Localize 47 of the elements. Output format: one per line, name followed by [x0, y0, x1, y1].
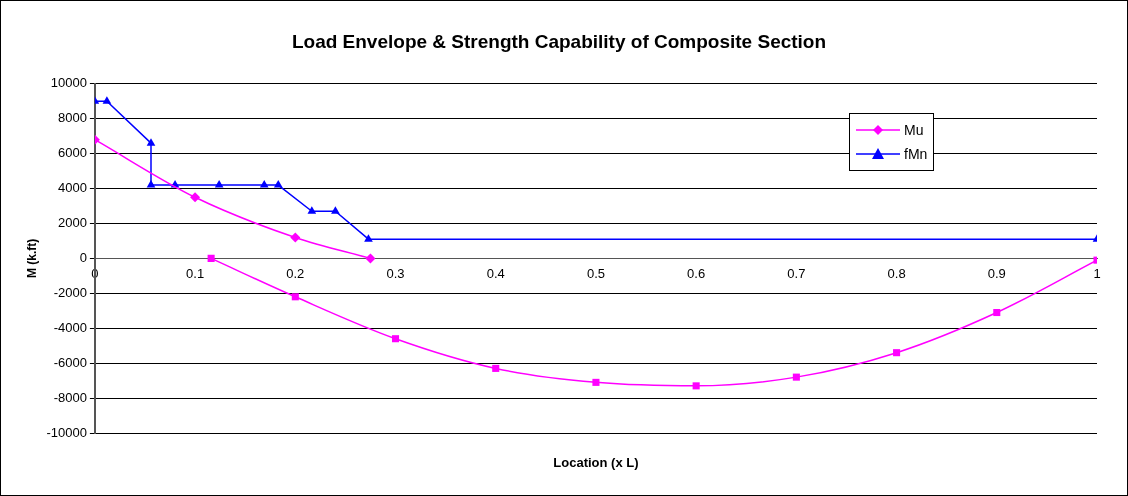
point — [146, 138, 156, 146]
point — [259, 180, 269, 188]
point — [893, 349, 901, 357]
point — [365, 253, 376, 264]
x-tick-label: 0.7 — [787, 265, 806, 281]
point — [291, 293, 299, 301]
y-tick-label: -8000 — [53, 389, 87, 405]
y-axis-title: M (k.ft) — [24, 238, 39, 279]
x-tick-label: 0.5 — [586, 265, 605, 281]
point — [290, 232, 301, 243]
point — [492, 364, 500, 372]
point — [190, 192, 201, 203]
point — [102, 96, 112, 104]
point — [792, 373, 800, 381]
y-tick-label: -4000 — [53, 319, 87, 335]
point — [331, 206, 340, 214]
point — [273, 180, 283, 188]
point — [214, 180, 224, 188]
y-tick-label: -6000 — [53, 354, 87, 370]
y-tick-label: 6000 — [57, 145, 87, 161]
x-tick-label: 0.9 — [987, 265, 1006, 281]
y-tick-label: 0 — [79, 249, 87, 265]
x-axis-title: Location (x L) — [553, 455, 639, 470]
point — [146, 180, 156, 188]
point — [993, 308, 1001, 317]
x-tick-label: 1 — [1093, 265, 1101, 281]
point — [391, 335, 400, 343]
point — [207, 254, 215, 262]
y-tick-label: 10000 — [50, 75, 87, 91]
x-tick-label: 0.2 — [286, 265, 305, 281]
y-tick-label: -2000 — [53, 284, 87, 300]
legend-label: Mu — [904, 122, 924, 138]
chart-title: Load Envelope & Strength Capability of Composite Section — [291, 30, 827, 52]
x-tick-label: 0.1 — [186, 265, 205, 281]
y-tick-label: 8000 — [57, 110, 87, 126]
x-tick-label: 0.4 — [486, 265, 505, 281]
x-tick-label: 0.3 — [386, 265, 405, 281]
point — [592, 378, 600, 386]
point — [364, 234, 373, 242]
point — [307, 206, 317, 214]
x-tick-label: 0.8 — [887, 265, 906, 281]
y-tick-label: 4000 — [57, 180, 87, 196]
point — [692, 382, 700, 390]
y-tick-label: -10000 — [46, 424, 87, 440]
y-tick-label: 2000 — [57, 215, 87, 231]
x-tick-label: 0.6 — [687, 265, 706, 281]
legend-label: fMn — [904, 146, 928, 162]
